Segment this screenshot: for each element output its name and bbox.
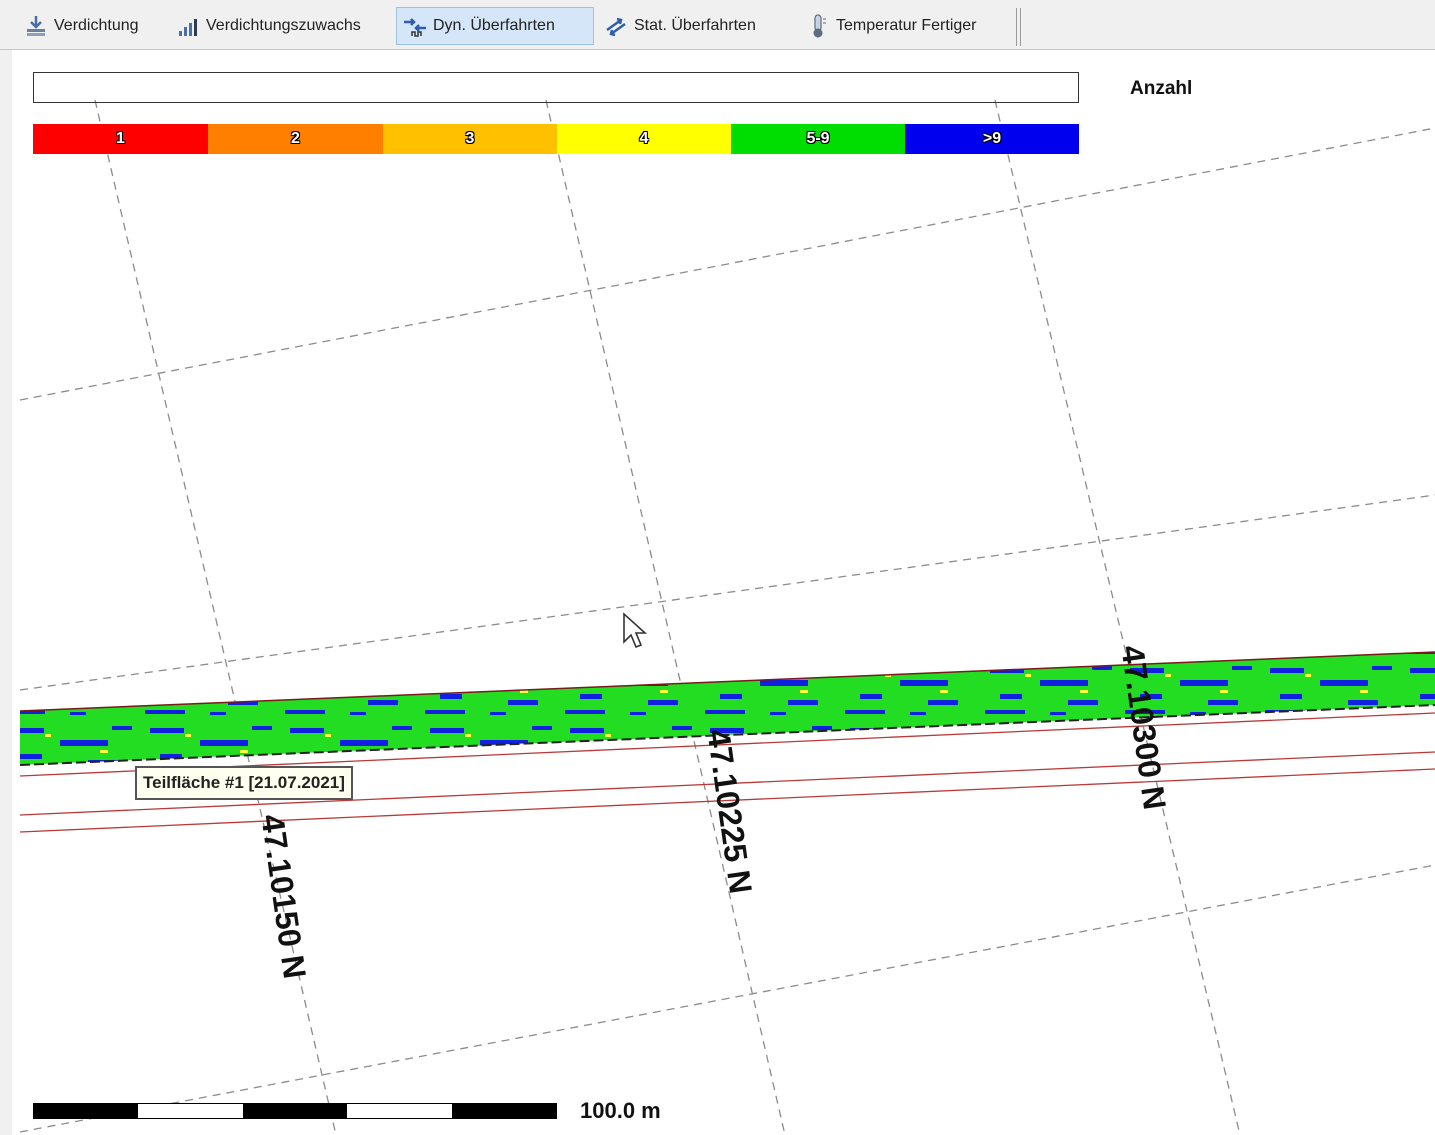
verdichtungszuwachs-label: Verdichtungszuwachs: [206, 17, 361, 34]
legend-class-3: 3: [383, 124, 557, 154]
scale-bar: [33, 1103, 557, 1119]
legend-title: Anzahl: [1130, 78, 1193, 99]
dyn-ueberfahrten-button[interactable]: Dyn. Überfahrten: [396, 7, 594, 45]
legend-class-4: 4: [557, 124, 731, 154]
legend-class-5-9: 5-9: [731, 124, 905, 154]
stat-ueberfahrten-label: Stat. Überfahrten: [634, 17, 756, 34]
map-canvas[interactable]: 1 2 3 4 5-9 >9: [12, 51, 1435, 1135]
temperatur-fertiger-button[interactable]: Temperatur Fertiger: [800, 7, 1010, 45]
static-passes-icon: [602, 14, 630, 38]
verdichtung-button[interactable]: Verdichtung: [18, 7, 158, 45]
verdichtungszuwachs-button[interactable]: Verdichtungszuwachs: [170, 7, 388, 45]
dynamic-passes-icon: [401, 14, 429, 38]
thermometer-icon: [804, 14, 832, 38]
mouse-cursor-icon: [623, 612, 648, 649]
map-graphics: [19, 99, 1435, 1135]
legend-class-1: 1: [33, 124, 208, 154]
legend-class-gt9: >9: [905, 124, 1079, 154]
scale-label: 100.0 m: [580, 1098, 661, 1123]
bar-chart-icon: [174, 14, 202, 38]
compaction-icon: [22, 14, 50, 38]
toolbar-separator: [1016, 8, 1021, 46]
map-grid: [19, 99, 1435, 1135]
legend-class-2: 2: [208, 124, 383, 154]
temperatur-fertiger-label: Temperatur Fertiger: [836, 17, 977, 34]
dyn-ueberfahrten-label: Dyn. Überfahrten: [433, 17, 555, 34]
verdichtung-label: Verdichtung: [54, 17, 139, 34]
stat-ueberfahrten-button[interactable]: Stat. Überfahrten: [598, 7, 790, 45]
coverage-strip: [19, 651, 1435, 766]
boundary-lines: [19, 712, 1435, 833]
window-left-border: [0, 50, 12, 1135]
toolbar: Verdichtung Verdichtungszuwachs Dyn. Übe…: [0, 0, 1435, 50]
area-tooltip: Teilfläche #1 [21.07.2021]: [135, 766, 353, 800]
